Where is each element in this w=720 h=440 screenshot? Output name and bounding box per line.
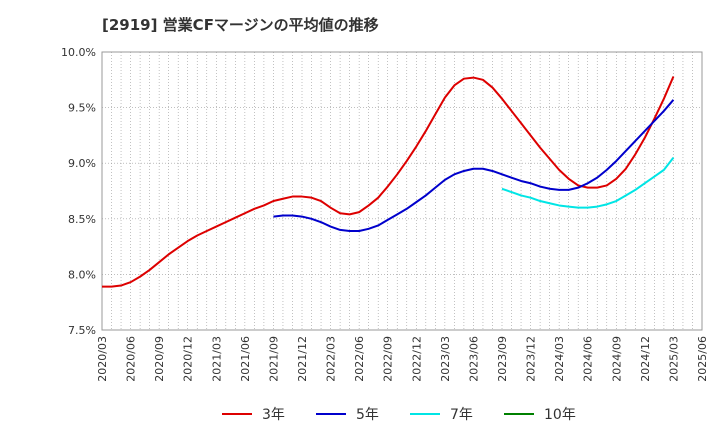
x-tick-label: 2025/03 — [667, 336, 680, 382]
legend-label: 5年 — [356, 407, 379, 423]
plot-area — [101, 51, 703, 331]
y-axis-ticks: 10.0% 9.5% 9.0% 8.5% 8.0% 7.5% — [61, 46, 96, 337]
series-line-3 — [501, 157, 675, 209]
legend-label: 3年 — [262, 407, 285, 423]
series-lines — [102, 76, 675, 288]
x-tick-label: 2022/09 — [382, 336, 395, 382]
x-tick-label: 2024/12 — [639, 336, 652, 382]
grid — [101, 51, 703, 331]
y-tick-label: 8.0% — [68, 268, 96, 281]
x-tick-label: 2024/03 — [553, 336, 566, 382]
x-axis-ticks: 2020/03 2020/06 2020/09 2020/12 2021/03 2021/… — [96, 336, 709, 382]
y-tick-label: 10.0% — [61, 46, 96, 59]
x-tick-label: 2024/06 — [582, 336, 595, 382]
legend-label: 7年 — [450, 407, 473, 423]
x-tick-label: 2021/12 — [296, 336, 309, 382]
x-tick-label: 2020/09 — [153, 336, 166, 382]
legend-label: 10年 — [544, 407, 576, 423]
x-tick-label: 2021/06 — [239, 336, 252, 382]
x-tick-label: 2020/12 — [182, 336, 195, 382]
x-tick-label: 2022/12 — [410, 336, 423, 382]
x-tick-label: 2021/03 — [210, 336, 223, 382]
x-tick-label: 2023/03 — [439, 336, 452, 382]
x-tick-label: 2023/12 — [525, 336, 538, 382]
y-tick-label: 7.5% — [68, 324, 96, 337]
x-tick-label: 2023/06 — [467, 336, 480, 382]
x-tick-label: 2024/09 — [610, 336, 623, 382]
x-tick-label: 2022/03 — [325, 336, 338, 382]
y-tick-label: 9.0% — [68, 157, 96, 170]
series-line-1 — [102, 76, 675, 288]
x-tick-label: 2023/09 — [496, 336, 509, 382]
x-tick-label: 2020/06 — [125, 336, 138, 382]
x-tick-label: 2020/03 — [96, 336, 109, 382]
x-tick-label: 2021/09 — [267, 336, 280, 382]
legend: 3年 5年 7年 10年 — [222, 407, 576, 423]
x-tick-label: 2022/06 — [353, 336, 366, 382]
y-tick-label: 8.5% — [68, 213, 96, 226]
x-tick-label: 2025/06 — [696, 336, 709, 382]
y-tick-label: 9.5% — [68, 102, 96, 115]
chart-title: [2919] 営業CFマージンの平均値の推移 — [102, 16, 379, 34]
series-line-2 — [273, 99, 675, 233]
